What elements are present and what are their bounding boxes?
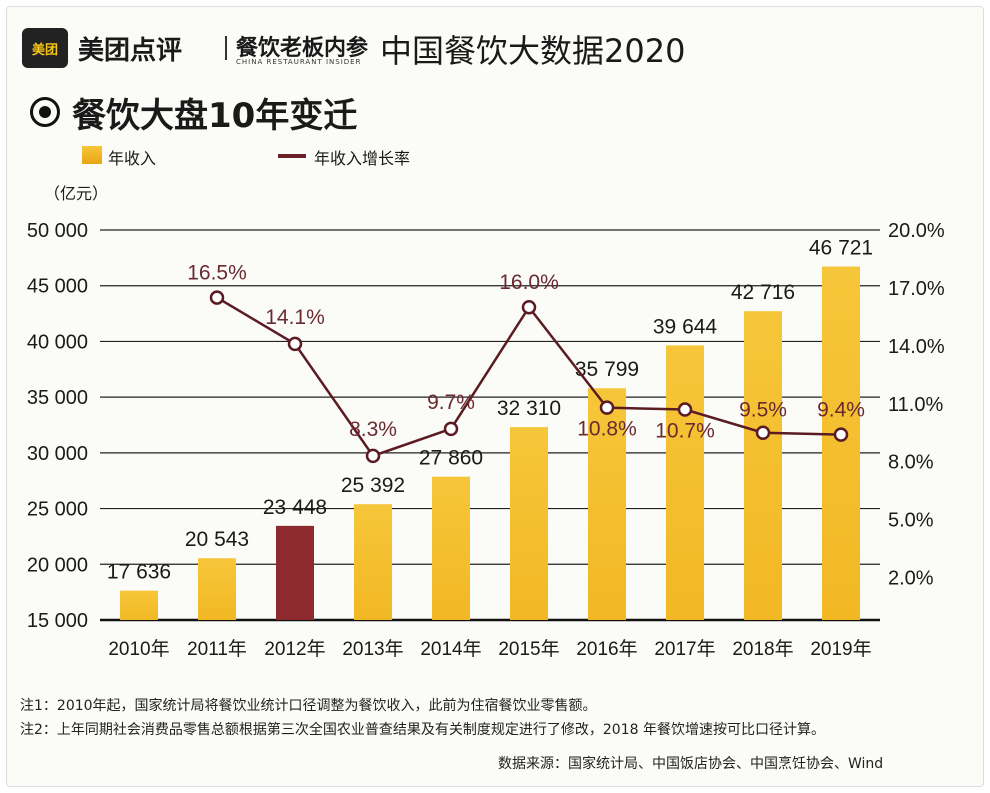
growth-label: 9.7% xyxy=(427,391,475,414)
legend-line-swatch xyxy=(278,154,306,158)
growth-point xyxy=(443,421,459,437)
x-tick-label: 2014年 xyxy=(420,638,481,660)
legend-line-label: 年收入增长率 xyxy=(314,149,411,168)
growth-label: 10.7% xyxy=(655,420,715,443)
target-icon xyxy=(30,97,60,127)
bar-line-chart: 15 000 20 000 25 000 30 000 35 000 40 000 45 0… xyxy=(27,220,945,660)
growth-point xyxy=(365,448,381,464)
bar-value-label: 35 799 xyxy=(575,358,639,381)
bar xyxy=(276,525,314,620)
bar xyxy=(588,388,626,620)
growth-label: 16.0% xyxy=(499,271,559,294)
logo-text: 美团 xyxy=(31,42,58,58)
y-axis-unit: （亿元） xyxy=(44,184,109,203)
header-divider xyxy=(225,36,227,60)
partner-name: 餐饮老板内参 xyxy=(236,36,369,61)
growth-point xyxy=(521,299,537,315)
y-left-tick-label: 25 000 xyxy=(27,499,88,521)
note-1: 注1：2010年起，国家统计局将餐饮业统计口径调整为餐饮收入，此前为住宿餐饮业零… xyxy=(20,698,597,714)
y-left-tick-label: 35 000 xyxy=(27,387,88,409)
bar-value-label: 32 310 xyxy=(497,397,561,420)
x-tick-label: 2010年 xyxy=(108,638,169,660)
data-source: 数据来源：国家统计局、中国饭店协会、中国烹饪协会、Wind xyxy=(498,756,884,772)
y-right-tick-label: 5.0% xyxy=(888,510,934,532)
growth-point xyxy=(677,402,693,417)
y-right-tick-label: 14.0% xyxy=(888,336,945,358)
y-right-tick-label: 17.0% xyxy=(888,278,945,300)
meituan-logo: 美团 xyxy=(22,28,68,68)
chart-card xyxy=(6,6,984,787)
chart-title: 餐饮大盘10年变迁 xyxy=(72,96,358,136)
y-right-tick-label: 20.0% xyxy=(888,220,945,242)
y-left-tick-label: 40 000 xyxy=(27,331,88,353)
growth-point xyxy=(755,425,771,440)
brand-name: 美团点评 xyxy=(78,36,183,66)
x-tick-label: 2017年 xyxy=(654,638,715,660)
growth-label: 9.5% xyxy=(739,399,787,422)
bar-value-label: 17 636 xyxy=(107,561,171,584)
growth-point xyxy=(599,400,615,415)
bar-value-label: 42 716 xyxy=(731,281,795,304)
y-right-tick-label: 2.0% xyxy=(888,568,934,590)
legend-bar-swatch xyxy=(82,146,102,164)
bar xyxy=(120,590,158,620)
bar-value-label: 20 543 xyxy=(185,528,249,551)
x-tick-label: 2011年 xyxy=(187,638,247,660)
main-title: 中国餐饮大数据2020 xyxy=(380,32,686,70)
growth-point xyxy=(833,427,849,442)
growth-label: 9.4% xyxy=(817,399,865,422)
bar xyxy=(666,345,704,620)
x-tick-label: 2015年 xyxy=(498,638,559,660)
growth-point xyxy=(209,290,225,305)
x-tick-label: 2016年 xyxy=(576,638,637,660)
y-left-tick-label: 50 000 xyxy=(27,220,88,242)
bar-value-label: 25 392 xyxy=(341,474,405,497)
growth-label: 8.3% xyxy=(349,418,397,441)
bar-value-label: 27 860 xyxy=(419,447,483,470)
legend-bar-label: 年收入 xyxy=(108,149,157,168)
bar-value-label: 46 721 xyxy=(809,237,873,260)
y-right-tick-label: 11.0% xyxy=(888,394,943,416)
bar xyxy=(432,476,470,620)
bar-value-label: 23 448 xyxy=(263,496,327,519)
bar xyxy=(354,504,392,620)
growth-point xyxy=(287,336,303,352)
growth-label: 16.5% xyxy=(187,262,247,285)
y-left-tick-label: 15 000 xyxy=(27,610,88,632)
bar xyxy=(744,311,782,620)
x-tick-label: 2019年 xyxy=(810,638,871,660)
bar xyxy=(198,558,236,620)
bar-value-label: 39 644 xyxy=(653,315,718,338)
y-right-tick-label: 8.0% xyxy=(888,452,934,474)
growth-label: 10.8% xyxy=(577,418,637,441)
x-tick-label: 2012年 xyxy=(264,638,325,660)
note-2: 注2：上年同期社会消费品零售总额根据第三次全国农业普查结果及有关制度规定进行了修… xyxy=(20,722,825,738)
partner-subtitle: CHINA RESTAURANT INSIDER xyxy=(236,58,362,66)
bar xyxy=(822,266,860,620)
y-left-tick-label: 30 000 xyxy=(27,443,88,465)
y-left-tick-label: 45 000 xyxy=(27,276,88,298)
growth-label: 14.1% xyxy=(265,306,325,329)
x-tick-label: 2013年 xyxy=(342,638,403,660)
x-tick-label: 2018年 xyxy=(732,638,793,660)
y-left-tick-label: 20 000 xyxy=(27,554,88,576)
bar xyxy=(510,427,548,620)
